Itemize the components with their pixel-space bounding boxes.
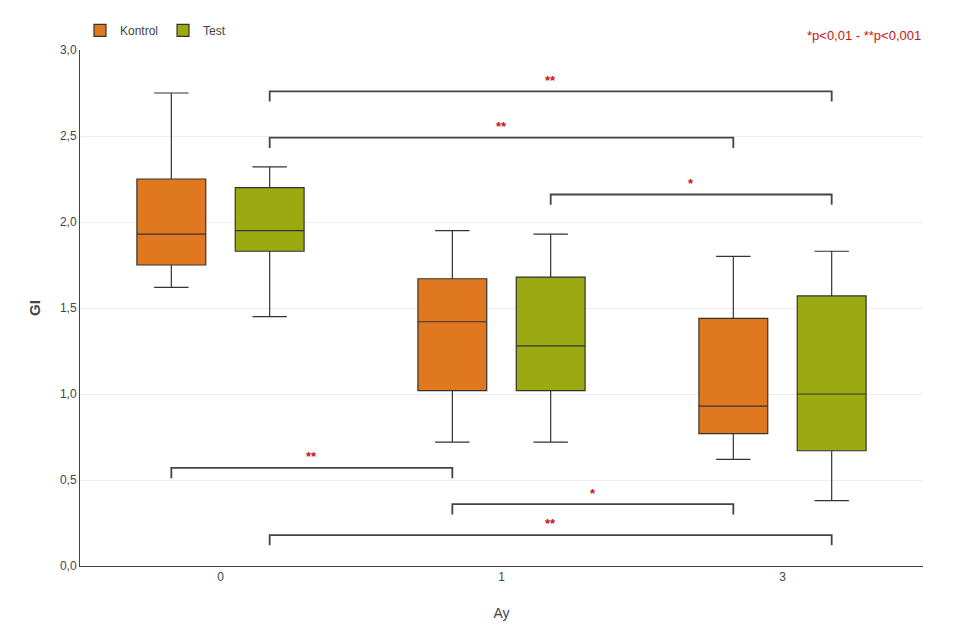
svg-text:3: 3 — [779, 570, 786, 584]
svg-text:2,5: 2,5 — [60, 129, 77, 143]
svg-text:Ay: Ay — [493, 605, 509, 621]
svg-text:0,5: 0,5 — [60, 473, 77, 487]
svg-text:GI: GI — [26, 300, 43, 316]
svg-text:Test: Test — [203, 24, 226, 38]
svg-text:0: 0 — [217, 570, 224, 584]
svg-text:Kontrol: Kontrol — [120, 24, 158, 38]
svg-text:*: * — [590, 486, 596, 501]
svg-text:*p<0,01 - **p<0,001: *p<0,01 - **p<0,001 — [807, 28, 921, 43]
svg-text:1: 1 — [498, 570, 505, 584]
svg-text:**: ** — [496, 119, 507, 134]
svg-text:2,0: 2,0 — [60, 215, 77, 229]
svg-text:1,5: 1,5 — [60, 301, 77, 315]
svg-text:**: ** — [545, 516, 556, 531]
svg-text:1,0: 1,0 — [60, 387, 77, 401]
svg-text:3,0: 3,0 — [60, 43, 77, 57]
svg-text:**: ** — [306, 449, 317, 464]
svg-text:0,0: 0,0 — [60, 559, 77, 573]
svg-text:*: * — [688, 176, 694, 191]
svg-text:**: ** — [545, 73, 556, 88]
